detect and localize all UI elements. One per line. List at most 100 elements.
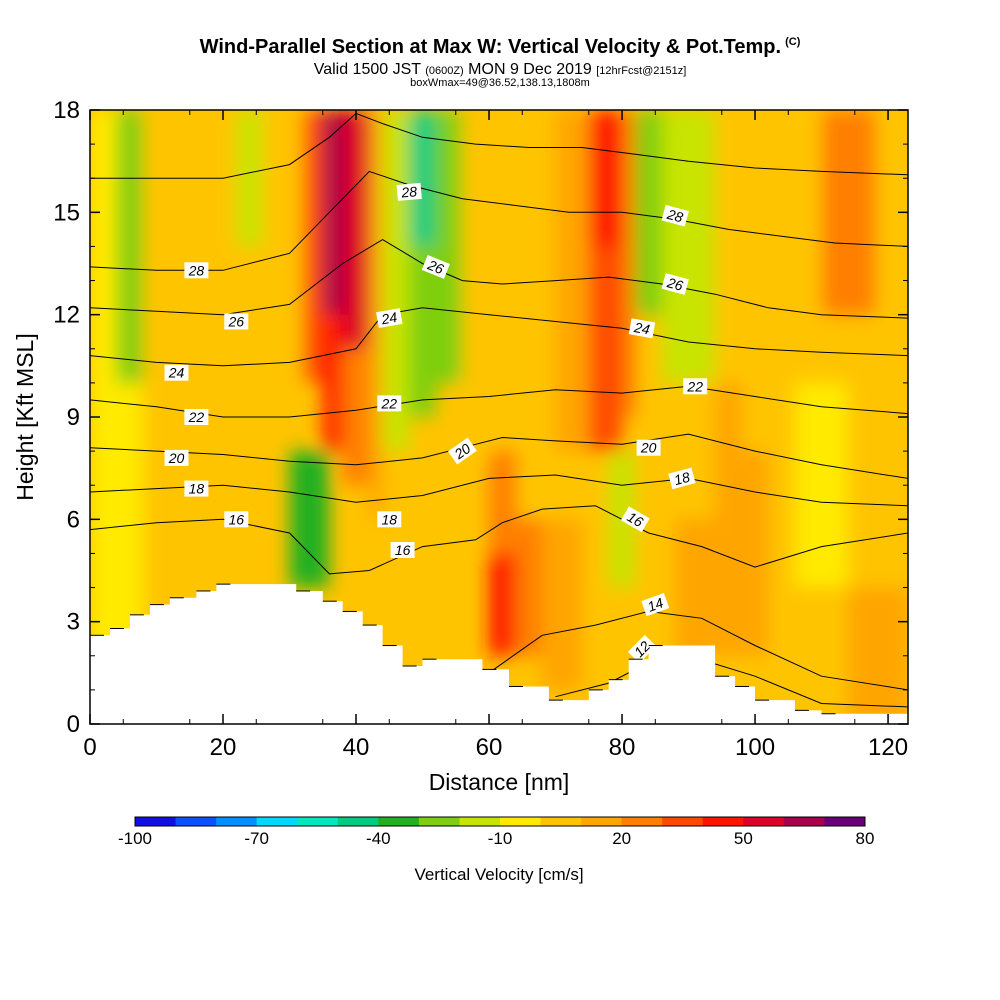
contour-label-box bbox=[396, 182, 422, 201]
velocity-cell bbox=[236, 110, 263, 247]
contour-label-text: 16 bbox=[395, 542, 411, 558]
velocity-cell bbox=[728, 451, 769, 656]
theta-contour-26 bbox=[90, 239, 908, 319]
colorbar-tick-label: -100 bbox=[118, 829, 152, 848]
x-tick-label: 40 bbox=[343, 734, 370, 761]
colorbar-swatch bbox=[216, 817, 258, 826]
contour-label: 26 bbox=[224, 313, 249, 330]
contour-label-box bbox=[636, 439, 661, 456]
contour-label-box bbox=[377, 511, 402, 528]
theta-contour-18 bbox=[90, 474, 908, 507]
contour-label-box bbox=[421, 254, 450, 279]
theta-contour-16 bbox=[90, 505, 908, 575]
contour-label-box bbox=[627, 634, 657, 664]
contour-label-text: 28 bbox=[188, 262, 205, 278]
colorbar-swatch bbox=[621, 817, 663, 826]
contour-label-text: 20 bbox=[168, 450, 185, 466]
contour-label-text: 26 bbox=[425, 256, 447, 277]
velocity-cell bbox=[542, 519, 583, 690]
velocity-cell bbox=[342, 110, 370, 349]
contour-label-box bbox=[683, 378, 708, 395]
contour-label: 18 bbox=[184, 480, 209, 497]
x-tick-label: 0 bbox=[83, 734, 96, 761]
x-axis-label: Distance [nm] bbox=[429, 769, 570, 795]
contour-label-box bbox=[668, 467, 696, 490]
contour-label-box bbox=[641, 592, 670, 617]
axes: 0 20 40 60 80 100 120 0 3 6 9 12 15 18 bbox=[53, 97, 908, 761]
contour-label-box bbox=[661, 204, 689, 227]
contour-label: 22 bbox=[184, 409, 209, 425]
x-tick-label: 60 bbox=[476, 734, 503, 761]
velocity-cell bbox=[116, 110, 144, 383]
terrain-mask bbox=[90, 584, 908, 724]
contour-label: 18 bbox=[668, 467, 696, 490]
contour-label-box bbox=[184, 262, 209, 279]
x-tick-label: 20 bbox=[210, 734, 237, 761]
velocity-cell bbox=[322, 110, 343, 315]
contour-label: 18 bbox=[377, 511, 402, 528]
colorbar-frame bbox=[134, 816, 866, 827]
y-tick-label: 9 bbox=[67, 404, 80, 431]
colorbar-tick-label: 80 bbox=[856, 829, 875, 848]
contour-label: 28 bbox=[184, 262, 209, 279]
contour-label-box bbox=[620, 506, 650, 533]
colorbar-tick-label: -10 bbox=[488, 829, 513, 848]
colorbar-swatch bbox=[662, 817, 704, 826]
box-wmax-info: boxWmax=49@36.52,138.13,1808m bbox=[410, 77, 590, 89]
contour-label-text: 20 bbox=[640, 440, 657, 456]
y-tick-label: 6 bbox=[67, 506, 80, 533]
contour-label: 16 bbox=[620, 506, 650, 533]
contour-label: 16 bbox=[390, 542, 415, 558]
contour-label-box bbox=[628, 318, 656, 339]
contour-label-box bbox=[164, 364, 189, 381]
x-tick-label: 120 bbox=[868, 734, 908, 761]
chart-subtitle: Valid 1500 JST (0600Z) MON 9 Dec 2019 [1… bbox=[0, 61, 1000, 79]
potential-temperature-contours bbox=[90, 112, 908, 708]
contour-label-text: 18 bbox=[382, 511, 398, 527]
contour-label-text: 16 bbox=[229, 511, 245, 527]
contour-label: 24 bbox=[164, 364, 189, 381]
velocity-cell bbox=[821, 110, 875, 315]
contour-label-text: 22 bbox=[188, 409, 205, 425]
contour-label: 24 bbox=[628, 318, 656, 339]
contour-label-text: 28 bbox=[665, 206, 685, 226]
contour-label-box bbox=[390, 542, 415, 558]
y-tick-label: 0 bbox=[67, 711, 80, 738]
velocity-cell bbox=[675, 519, 729, 656]
contour-label-box bbox=[447, 437, 477, 465]
contour-label-box bbox=[184, 480, 209, 497]
colorbar-swatch bbox=[135, 817, 177, 826]
y-tick-label: 15 bbox=[53, 199, 80, 226]
colorbar-swatch bbox=[540, 817, 582, 826]
colorbar-swatch bbox=[702, 817, 744, 826]
y-tick-label: 18 bbox=[53, 97, 80, 124]
contour-label: 14 bbox=[641, 592, 670, 617]
theta-contour-30 bbox=[90, 112, 908, 179]
theta-contour-24 bbox=[90, 307, 908, 367]
contour-label-text: 18 bbox=[672, 469, 691, 489]
contour-label-text: 16 bbox=[625, 508, 647, 530]
contour-label-text: 24 bbox=[632, 319, 651, 338]
contour-label-text: 22 bbox=[686, 378, 703, 394]
theta-contour-22 bbox=[90, 385, 908, 418]
velocity-cell bbox=[622, 110, 636, 417]
valid-date: MON 9 Dec 2019 bbox=[468, 61, 592, 78]
contour-label-box bbox=[661, 273, 689, 295]
velocity-cell bbox=[382, 110, 410, 452]
velocity-cell bbox=[302, 110, 323, 383]
chart-title-suffix: (C) bbox=[785, 36, 801, 48]
contour-label-text: 24 bbox=[379, 309, 398, 328]
velocity-cell bbox=[435, 110, 463, 383]
plot-area: 2826242220181628262422201816282624222018… bbox=[90, 110, 908, 724]
y-tick-label: 12 bbox=[53, 302, 80, 329]
chart-title-main: Wind-Parallel Section at Max W: Vertical… bbox=[199, 36, 782, 58]
contour-label: 24 bbox=[376, 308, 403, 329]
colorbar-swatch bbox=[378, 817, 420, 826]
colorbar-swatch bbox=[297, 817, 339, 826]
colorbar-swatch bbox=[824, 817, 866, 826]
y-axis-label: Height [Kft MSL] bbox=[12, 333, 38, 500]
contour-label: 28 bbox=[661, 204, 689, 227]
velocity-cell bbox=[489, 451, 516, 554]
contour-label: 28 bbox=[396, 182, 422, 201]
